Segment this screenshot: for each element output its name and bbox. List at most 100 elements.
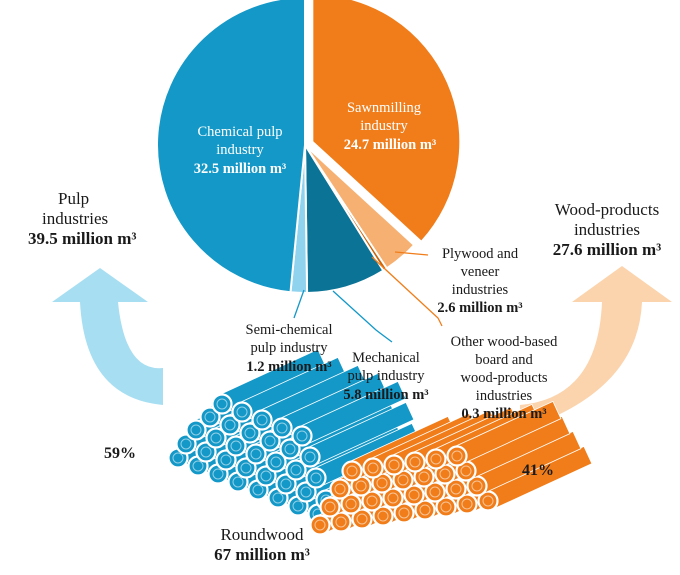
log-end [175,433,197,455]
log-ring [398,507,410,519]
roundwood-log-pile [167,348,593,536]
log-end [199,406,221,428]
wood-group-line: industries [574,220,640,239]
log-ring [270,456,282,468]
log-end [285,459,307,481]
orange-log-group [309,400,593,536]
log-ring [408,489,420,501]
semichemical-label: Semi-chemical pulp industry 1.2 million … [246,322,333,375]
log-end [265,451,287,473]
plywood-label-line: veneer [461,264,500,280]
chemical-value-label: 32.5 million m³ [194,161,287,177]
log-end [211,393,233,415]
log-end [295,481,317,503]
log-ring [461,498,473,510]
wood-share-label: 41% [522,462,554,479]
log-ring [256,414,268,426]
other-wood-label-line: industries [476,388,533,404]
pulp-share-label: 59% [104,445,136,462]
pulp-flow-arrow [52,268,163,405]
log-end [362,457,384,479]
log-ring [355,480,367,492]
log-end [239,422,261,444]
chemical-pulp-slice [156,0,306,294]
log-ring [180,438,192,450]
roundwood-label: Roundwood [220,525,304,544]
mechanical-label-line: pulp industry [348,368,426,384]
log-ring [430,453,442,465]
log-ring [366,495,378,507]
log-ring [284,443,296,455]
pulp-group-label: Pulp industries 39.5 million m³ [28,189,137,248]
log-ring [346,465,358,477]
wood-group-line: Wood-products [555,200,659,219]
wood-flow-arrow [520,266,672,430]
log-ring [224,419,236,431]
log-ring [409,456,421,468]
log-end [185,419,207,441]
log-end [215,449,237,471]
log-end [275,473,297,495]
log-ring [429,486,441,498]
other-wood-label-line: Other wood-based [451,334,558,350]
semichemical-value-label: 1.2 million m³ [246,359,332,375]
log-ring [292,500,304,512]
log-end [279,438,301,460]
log-end [235,457,257,479]
mechanical-value-label: 5.8 million m³ [343,387,429,403]
log-ring [388,459,400,471]
sawn-value-label: 24.7 million m³ [344,137,437,153]
log-end [251,409,273,431]
log-end [329,478,351,500]
log-ring [450,483,462,495]
log-ring [451,450,463,462]
log-ring [190,424,202,436]
log-ring [232,476,244,488]
semichemical-label-line: Semi-chemical [246,322,333,338]
log-end [195,441,217,463]
pulp-group-line: Pulp [58,189,89,208]
log-end [341,460,363,482]
chemical-label-line1: Chemical pulp [198,124,283,140]
log-end [383,454,405,476]
mechanical-label: Mechanical pulp industry 5.8 million m³ [343,350,429,403]
log-ring [377,510,389,522]
pie-chart [156,0,462,294]
other-wood-label: Other wood-based board and wood-products… [451,334,558,422]
log-ring [192,460,204,472]
roundwood-total-label: Roundwood 67 million m³ [214,525,310,564]
log-ring [310,472,322,484]
log-end [205,427,227,449]
log-ring [296,430,308,442]
log-ring [252,484,264,496]
log-ring [300,486,312,498]
plywood-label-line: Plywood and [442,246,519,262]
log-ring [210,432,222,444]
log-ring [439,468,451,480]
pulp-group-line: industries [42,209,108,228]
log-end [231,401,253,423]
log-ring [356,513,368,525]
log-ring [419,504,431,516]
plywood-label: Plywood and veneer industries 2.6 millio… [437,246,523,316]
other-wood-label-line: wood-products [461,370,548,386]
log-ring [387,492,399,504]
log-ring [460,465,472,477]
log-ring [260,470,272,482]
log-end [425,448,447,470]
log-ring [290,464,302,476]
log-ring [335,516,347,528]
log-end [225,435,247,457]
log-ring [440,501,452,513]
wood-group-label: Wood-products industries 27.6 million m³ [553,200,662,259]
log-ring [230,440,242,452]
log-ring [471,480,483,492]
log-ring [276,422,288,434]
log-end [291,425,313,447]
log-ring [280,478,292,490]
log-end [219,414,241,436]
log-ring [204,411,216,423]
sawnmilling-slice [311,0,462,244]
log-ring [264,435,276,447]
